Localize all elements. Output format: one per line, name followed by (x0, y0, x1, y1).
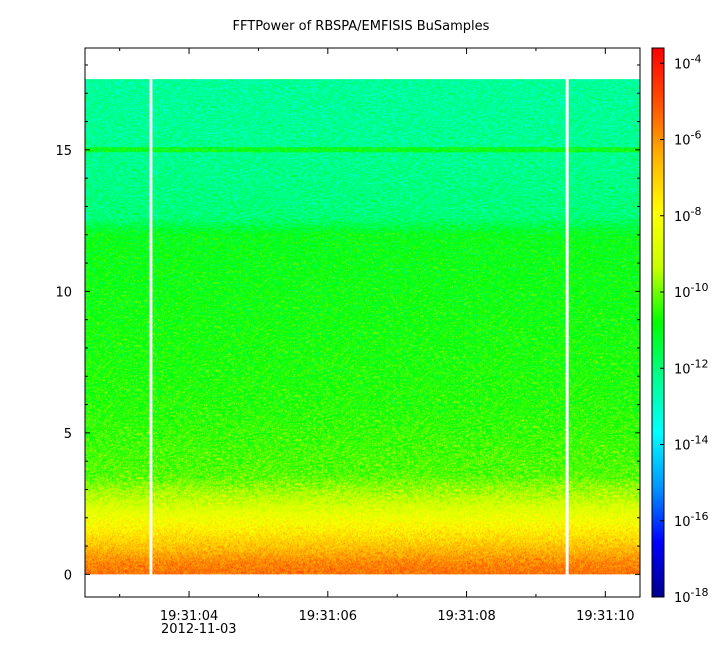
plot-area (84, 47, 641, 598)
x-tick-label: 19:31:06 (299, 609, 357, 624)
y-axis: 0 5 10 15 (55, 64, 640, 583)
data-gap (149, 78, 153, 576)
spectrogram-image (85, 79, 640, 575)
colorbar-tick-label: 10-10 (674, 281, 709, 301)
x-tick-label: 19:31:04 (160, 609, 218, 624)
colorbar-tick-label: 10-6 (674, 129, 702, 149)
chart-title: FFTPower of RBSPA/EMFISIS BuSamples (233, 19, 490, 34)
colorbar-tick-label: 10-4 (674, 52, 702, 72)
x-tick-label: 19:31:08 (437, 609, 495, 624)
colorbar-gradient (652, 48, 664, 597)
y-tick-label: 5 (64, 427, 72, 442)
data-gap (565, 78, 569, 576)
colorbar-tick-label: 10-18 (674, 586, 709, 606)
y-tick-label: 15 (55, 144, 72, 159)
colorbar-tick-label: 10-16 (674, 510, 709, 530)
y-tick-label: 0 (64, 568, 72, 583)
data-gaps (149, 78, 569, 576)
x-date-label: 2012-11-03 (161, 622, 237, 637)
plot-frame (84, 47, 641, 598)
y-tick-label: 10 (55, 285, 72, 300)
colorbar: 10-4 10-6 10-8 10-10 10-12 10-14 10-16 10-18 (651, 47, 709, 606)
colorbar-frame (651, 47, 665, 598)
colorbar-tick-label: 10-12 (674, 357, 709, 377)
colorbar-ticks: 10-4 10-6 10-8 10-10 10-12 10-14 10-16 10-18 (660, 52, 709, 606)
x-axis: 19:31:04 19:31:06 19:31:08 19:31:10 (119, 48, 635, 624)
colorbar-tick-label: 10-8 (674, 205, 702, 225)
colorbar-tick-label: 10-14 (674, 434, 709, 454)
x-tick-label: 19:31:10 (576, 609, 634, 624)
